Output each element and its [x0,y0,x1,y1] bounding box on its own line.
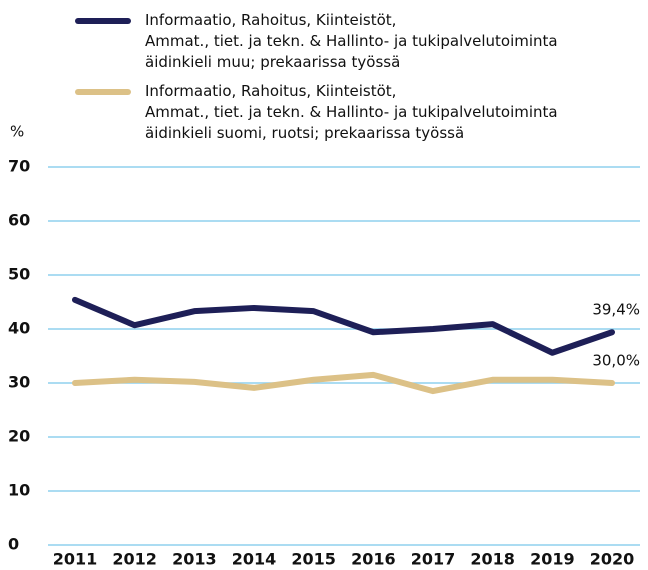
y-tick-label: 40 [8,319,30,338]
x-tick-label: 2012 [112,550,157,569]
line [72,296,615,356]
y-axis-label: % [10,123,24,141]
y-tick-label: 50 [8,265,30,284]
y-tick-label: 0 [8,535,19,554]
x-tick-label: 2019 [530,550,575,569]
x-tick-label: 2014 [232,550,277,569]
line [72,371,615,395]
legend-item: Informaatio, Rahoitus, Kiinteistöt, Amma… [75,10,558,73]
x-tick-label: 2017 [411,550,456,569]
y-tick-label: 60 [8,211,30,230]
y-tick-label: 30 [8,373,30,392]
data-label: 39,4% [592,301,640,319]
y-tick-label: 10 [8,481,30,500]
x-tick-label: 2011 [53,550,98,569]
legend-swatch [75,18,131,24]
legend-item: Informaatio, Rahoitus, Kiinteistöt, Amma… [75,81,558,144]
x-tick-label: 2020 [590,550,635,569]
x-tick-label: 2018 [470,550,515,569]
data-label: 30,0% [592,352,640,370]
y-tick-label: 20 [8,427,30,446]
y-tick-label: 70 [8,157,30,176]
legend-swatch [75,89,131,95]
legend-label: Informaatio, Rahoitus, Kiinteistöt, Amma… [145,11,558,71]
legend-label: Informaatio, Rahoitus, Kiinteistöt, Amma… [145,82,558,142]
x-tick-label: 2013 [172,550,217,569]
x-tick-label: 2015 [291,550,336,569]
x-tick-label: 2016 [351,550,396,569]
